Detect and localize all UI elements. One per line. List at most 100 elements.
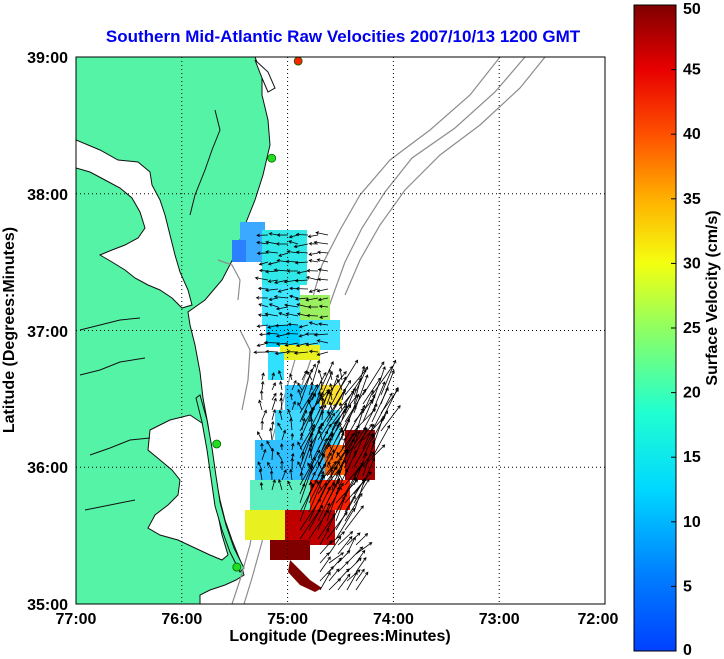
- velocity-arrow: [276, 342, 289, 346]
- velocity-arrow: [299, 363, 316, 396]
- velocity-arrow: [261, 372, 265, 381]
- velocity-arrow: [295, 342, 309, 348]
- velocity-arrow: [337, 573, 351, 591]
- y-tick: 39:00: [27, 50, 68, 67]
- velocity-arrow: [317, 268, 329, 272]
- velocity-arrow: [260, 442, 264, 451]
- velocity-arrow: [371, 366, 386, 405]
- velocity-arrow: [344, 462, 364, 486]
- velocity-arrow: [308, 359, 321, 396]
- velocity-arrow: [362, 403, 378, 432]
- velocity-arrow: [256, 251, 269, 256]
- velocity-arrow: [317, 361, 334, 396]
- velocity-arrow: [286, 269, 299, 273]
- velocity-arrow: [380, 404, 401, 432]
- velocity-arrow: [353, 478, 370, 504]
- velocity-arrow: [253, 350, 269, 355]
- velocity-arrow: [286, 249, 299, 254]
- velocity-arrow: [319, 315, 329, 319]
- velocity-arrow: [290, 442, 295, 451]
- velocity-arrow: [290, 432, 295, 441]
- velocity-arrow: [328, 552, 345, 564]
- velocity-arrow: [301, 417, 306, 431]
- velocity-arrow: [355, 571, 369, 591]
- velocity-arrow: [308, 349, 319, 354]
- velocity-arrow: [271, 420, 275, 431]
- velocity-arrow: [298, 324, 309, 329]
- velocity-arrow: [344, 505, 364, 531]
- velocity-arrow: [299, 405, 315, 441]
- colorbar-tick-label: 25: [683, 320, 701, 337]
- velocity-arrow: [281, 469, 287, 481]
- velocity-arrow: [289, 294, 299, 299]
- velocity-arrow: [308, 425, 321, 459]
- colorbar-tick-label: 45: [683, 62, 701, 79]
- velocity-arrow: [285, 331, 299, 336]
- station-marker: [212, 439, 222, 449]
- velocity-arrow: [337, 550, 351, 564]
- velocity-arrow: [296, 270, 309, 275]
- velocity-arrow: [277, 422, 283, 431]
- velocity-arrow: [275, 306, 289, 311]
- x-tick: 74:00: [373, 611, 414, 628]
- velocity-arrow: [344, 492, 363, 522]
- velocity-arrow: [317, 486, 331, 513]
- velocity-arrow: [265, 349, 279, 354]
- velocity-arrow: [285, 312, 299, 317]
- velocity-arrow: [371, 381, 386, 414]
- velocity-arrow: [337, 531, 354, 546]
- y-tick: 35:00: [27, 597, 68, 614]
- velocity-arrow: [346, 569, 361, 582]
- velocity-vectors: [253, 231, 401, 591]
- velocity-arrow: [317, 277, 329, 282]
- velocity-arrow: [326, 469, 341, 495]
- velocity-arrow: [299, 393, 323, 432]
- velocity-arrow: [319, 566, 334, 582]
- velocity-arrow: [308, 288, 319, 293]
- velocity-arrow: [275, 333, 289, 338]
- velocity-arrow: [317, 412, 336, 441]
- velocity-arrow: [313, 333, 329, 337]
- velocity-arrow: [319, 528, 330, 546]
- velocity-arrow: [279, 391, 284, 401]
- velocity-arrow: [293, 351, 309, 355]
- velocity-arrow: [279, 380, 283, 391]
- velocity-arrow: [308, 474, 325, 513]
- colorbar-tick-label: 0: [683, 642, 692, 659]
- velocity-arrow: [259, 481, 264, 491]
- velocity-arrow: [289, 392, 294, 401]
- velocity-arrow: [317, 371, 333, 405]
- velocity-arrow: [273, 295, 289, 299]
- velocity-arrow: [317, 369, 323, 381]
- velocity-arrow: [317, 250, 329, 255]
- velocity-arrow: [279, 397, 283, 411]
- velocity-arrow: [308, 252, 319, 256]
- colorbar-tick-label: 50: [683, 1, 701, 18]
- velocity-arrow: [319, 571, 331, 591]
- velocity-arrow: [328, 568, 340, 582]
- chesapeake-bay: [76, 139, 193, 309]
- velocity-arrow: [299, 483, 315, 522]
- colorbar-tick-label: 20: [683, 385, 701, 402]
- velocity-arrow: [271, 479, 276, 491]
- velocity-arrow: [362, 394, 376, 423]
- velocity-arrow: [271, 392, 277, 401]
- velocity-arrow: [287, 408, 293, 421]
- velocity-arrow: [257, 461, 263, 471]
- velocity-arrow: [261, 448, 267, 461]
- velocity-arrow: [278, 409, 283, 421]
- velocity-arrow: [337, 561, 349, 573]
- velocity-arrow: [264, 312, 279, 317]
- velocity-arrow: [335, 405, 357, 441]
- velocity-arrow: [299, 456, 316, 495]
- velocity-arrow: [309, 417, 314, 431]
- velocity-arrow: [318, 304, 329, 309]
- velocity-arrow: [271, 397, 277, 411]
- velocity-arrow: [308, 259, 319, 263]
- velocity-arrow: [305, 276, 319, 281]
- velocity-arrow: [254, 276, 269, 281]
- velocity-arrow: [274, 323, 289, 328]
- velocity-arrow: [338, 367, 343, 381]
- colorbar-tick-label: 10: [683, 514, 701, 531]
